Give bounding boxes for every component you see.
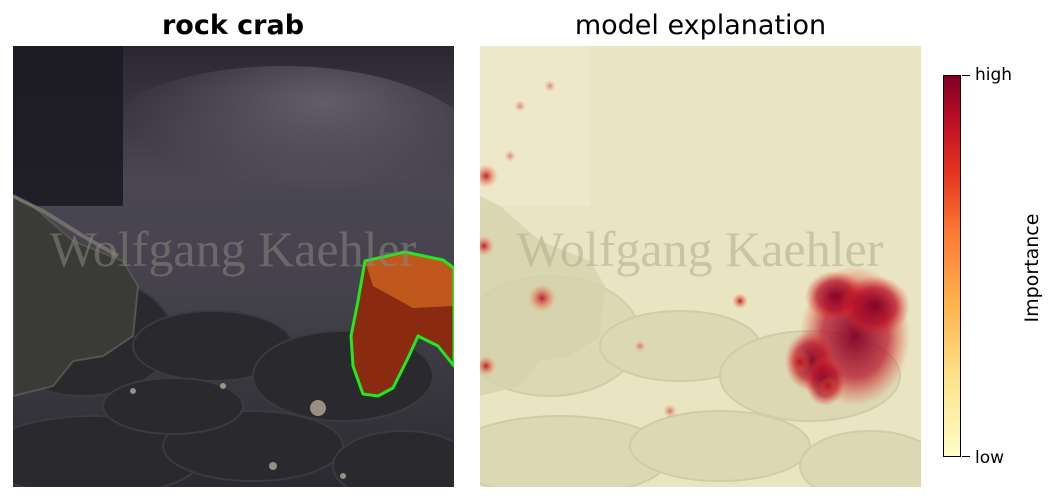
left-panel-title: rock crab xyxy=(12,6,454,46)
colorbar-high-label: high xyxy=(975,65,1012,85)
left-watermark: Wolfgang Kaehler xyxy=(50,221,417,277)
importance-colorbar xyxy=(943,75,961,457)
original-image-panel: Wolfgang Kaehler xyxy=(13,46,454,487)
colorbar-high-tick xyxy=(962,75,970,76)
right-panel-title: model explanation xyxy=(480,6,921,46)
colorbar-low-label: low xyxy=(975,448,1004,468)
colorbar-low-tick xyxy=(962,456,970,457)
importance-heatmap: Wolfgang Kaehler xyxy=(480,46,921,487)
colorbar-axis-label: Importance xyxy=(1021,214,1043,323)
explanation-panel: Wolfgang Kaehler xyxy=(480,46,921,487)
original-image: Wolfgang Kaehler xyxy=(13,46,454,487)
right-watermark: Wolfgang Kaehler xyxy=(517,221,884,277)
